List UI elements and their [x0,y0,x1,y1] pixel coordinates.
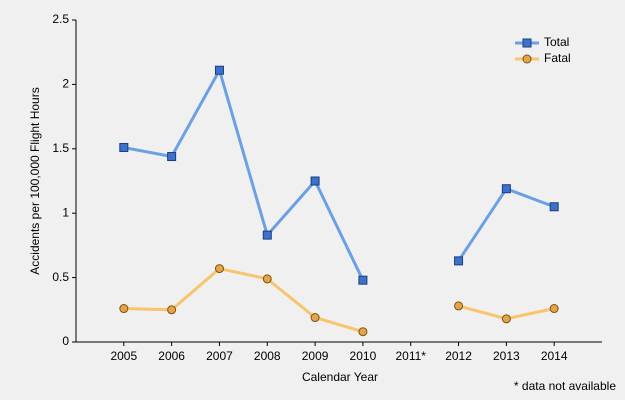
marker [501,314,511,324]
x-tick-label: 2011* [395,349,426,363]
x-tick-label: 2005 [110,349,137,363]
x-tick-label: 2010 [350,349,377,363]
x-tick-label: 2013 [493,349,520,363]
marker [262,230,272,240]
marker [262,274,272,284]
y-tick-label: 0 [62,334,69,348]
marker [119,143,129,153]
marker [310,313,320,323]
marker [358,327,368,337]
legend-label: Fatal [544,51,571,65]
marker [167,152,177,162]
y-tick-label: 1 [62,205,69,219]
marker [454,301,464,311]
marker [454,256,464,266]
marker [549,304,559,314]
note: * data not available [514,379,616,393]
marker [119,304,129,314]
legend-marker [522,54,532,64]
series-line [123,267,555,334]
legend-label: Total [544,35,569,49]
x-tick-label: 2014 [541,349,568,363]
marker [214,65,224,75]
marker [501,184,511,194]
series-line [123,68,555,281]
x-tick-label: 2007 [206,349,233,363]
x-tick-label: 2009 [302,349,329,363]
y-axis-label: Accidents per 100,000 Flight Hours [28,87,42,274]
marker [214,264,224,274]
x-tick-label: 2012 [445,349,472,363]
x-tick-label: 2006 [158,349,185,363]
marker [549,202,559,212]
y-tick-label: 2 [62,77,69,91]
legend-marker [522,38,532,48]
marker [167,305,177,315]
marker [310,176,320,186]
y-tick-label: 2.5 [52,12,69,26]
y-tick-label: 1.5 [52,141,69,155]
y-tick-label: 0.5 [52,270,69,284]
x-tick-label: 2008 [254,349,281,363]
x-axis-label: Calendar Year [302,370,378,384]
marker [358,275,368,285]
